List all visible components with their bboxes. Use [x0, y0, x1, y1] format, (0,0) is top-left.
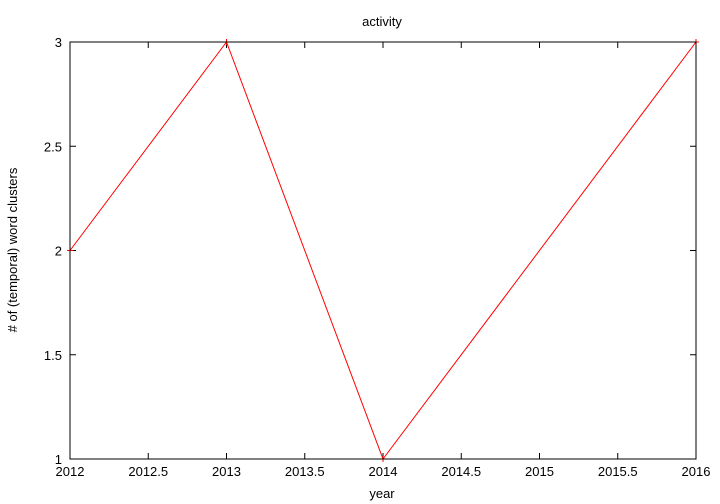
y-tick-label: 1.5 [44, 348, 62, 363]
x-tick-label: 2013.5 [285, 464, 325, 479]
series-layer [67, 39, 699, 462]
x-tick-label: 2014 [369, 464, 398, 479]
y-tick-label: 2 [55, 244, 62, 259]
y-tick-label: 3 [55, 35, 62, 50]
x-tick-label: 2015 [525, 464, 554, 479]
x-tick-label: 2015.5 [598, 464, 638, 479]
y-tick-label: 1 [55, 452, 62, 467]
x-tick-label: 2016 [682, 464, 711, 479]
x-tick-label: 2012 [56, 464, 85, 479]
ticks-layer: 2012 2012.5 2013 2013.5 2014 2014.5 2015 2015.5… [44, 35, 711, 479]
x-axis-label: year [369, 486, 395, 501]
chart-title: activity [362, 14, 402, 29]
y-axis-label: # of (temporal) word clusters [5, 167, 20, 332]
x-tick-label: 2014.5 [441, 464, 481, 479]
x-tick-label: 2013 [212, 464, 241, 479]
series-line [69, 40, 697, 461]
x-tick-label: 2012.5 [128, 464, 168, 479]
y-tick-label: 2.5 [44, 139, 62, 154]
plot-frame [69, 41, 697, 460]
